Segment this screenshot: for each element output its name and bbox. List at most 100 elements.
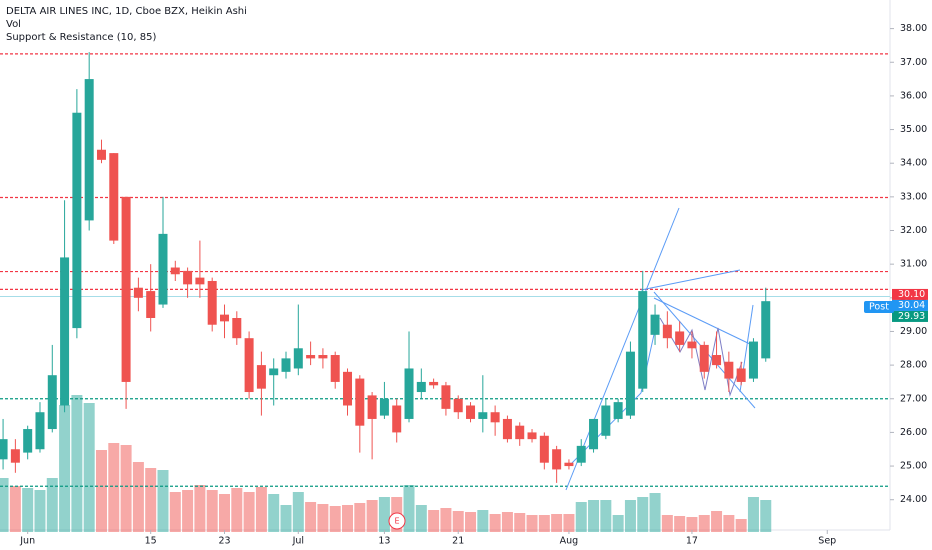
volume-bar [378, 497, 390, 532]
candle-body [232, 318, 242, 339]
trend-line [653, 297, 753, 346]
x-tick-label: Jun [19, 536, 35, 547]
candle-body [441, 385, 451, 409]
y-tick-label: 34.00 [900, 158, 927, 169]
volume-bar [157, 470, 169, 532]
volume-bar [0, 478, 9, 532]
volume-bar [243, 492, 255, 532]
axes-layer: 24.0025.0026.0027.0028.0029.0030.0031.00… [19, 23, 928, 547]
candle-body [490, 412, 500, 423]
candle-body [318, 355, 328, 359]
volume-bar [46, 478, 58, 532]
volume-bar [637, 497, 649, 532]
x-tick-label: Sep [818, 536, 836, 547]
volume-bar [268, 494, 280, 532]
candle-body [539, 435, 549, 463]
volume-bar [403, 485, 415, 532]
candle-body [109, 153, 119, 241]
y-tick-label: 36.00 [900, 90, 927, 101]
candle-body [121, 196, 131, 382]
price-label-box [892, 310, 928, 322]
volume-bar [169, 492, 181, 532]
candle-body [453, 398, 463, 413]
candle-body [712, 355, 722, 366]
volume-bar [145, 468, 157, 532]
candle-body [343, 371, 353, 406]
volume-bar [132, 462, 144, 532]
candle-body [404, 368, 414, 419]
volume-bar [280, 505, 292, 532]
candle-body [515, 425, 525, 440]
candle-body [84, 79, 94, 221]
earnings-label[interactable]: E [394, 517, 399, 526]
candle-body [675, 331, 685, 345]
x-tick-label: Aug [560, 536, 579, 547]
volume-bar [354, 503, 366, 532]
chart-title: DELTA AIR LINES INC, 1D, Cboe BZX, Heiki… [6, 6, 247, 17]
volume-bar [674, 516, 686, 532]
volume-bar [71, 395, 83, 532]
candle-body [601, 405, 611, 436]
candle-body [564, 462, 574, 467]
candle-body [10, 449, 20, 463]
volume-bar [600, 500, 612, 532]
candle-body [183, 270, 193, 285]
candle-body [552, 449, 562, 470]
candle-body [306, 355, 316, 359]
volume-bar [698, 515, 710, 532]
candle-body [256, 365, 266, 389]
candle-body [589, 418, 599, 450]
candle-body [133, 287, 143, 298]
volume-bar [59, 405, 71, 532]
volume-bar [489, 514, 501, 532]
candle-body [96, 149, 106, 160]
volume-layer [0, 395, 772, 532]
price-label: 30.10 [898, 289, 925, 300]
volume-bar [563, 514, 575, 532]
price-label-box [892, 288, 928, 300]
volume-bar [760, 500, 772, 532]
y-tick-label: 25.00 [900, 461, 927, 472]
earnings-marker[interactable] [388, 512, 406, 530]
volume-bar [34, 490, 46, 532]
price-label-box [892, 299, 928, 311]
volume-bar [747, 497, 759, 532]
candle-body [662, 324, 672, 339]
volume-bar [686, 517, 698, 532]
volume-bar [415, 505, 427, 532]
x-tick-label: 23 [218, 536, 230, 547]
volume-bar [194, 485, 206, 532]
volume-bar [317, 504, 329, 532]
candle-body [429, 381, 439, 386]
candle-body [502, 418, 512, 440]
volume-bar [588, 500, 600, 532]
x-tick-label: 15 [145, 536, 157, 547]
volume-bar [342, 505, 354, 532]
session-label: Post [869, 302, 889, 313]
volume-bar [575, 502, 587, 532]
volume-bar [612, 515, 624, 532]
volume-bar [329, 506, 341, 532]
candles-layer [0, 52, 771, 483]
candle-body [195, 277, 205, 285]
volume-bar [649, 493, 661, 532]
volume-bar [465, 512, 477, 532]
candle-body [650, 314, 660, 335]
candle-body [527, 432, 537, 440]
candle-body [244, 338, 254, 393]
volume-bar [514, 513, 526, 532]
y-tick-label: 28.00 [900, 360, 927, 371]
candle-body [281, 358, 291, 372]
y-tick-label: 32.00 [900, 225, 927, 236]
volume-bar [624, 500, 636, 532]
price-label: 30.04 [898, 300, 925, 311]
candle-body [23, 429, 33, 453]
volume-bar [120, 445, 132, 532]
candle-body [466, 405, 476, 419]
volume-bar [95, 450, 107, 532]
volume-bar [440, 508, 452, 532]
volume-bar [711, 511, 723, 532]
y-tick-label: 29.00 [900, 326, 927, 337]
